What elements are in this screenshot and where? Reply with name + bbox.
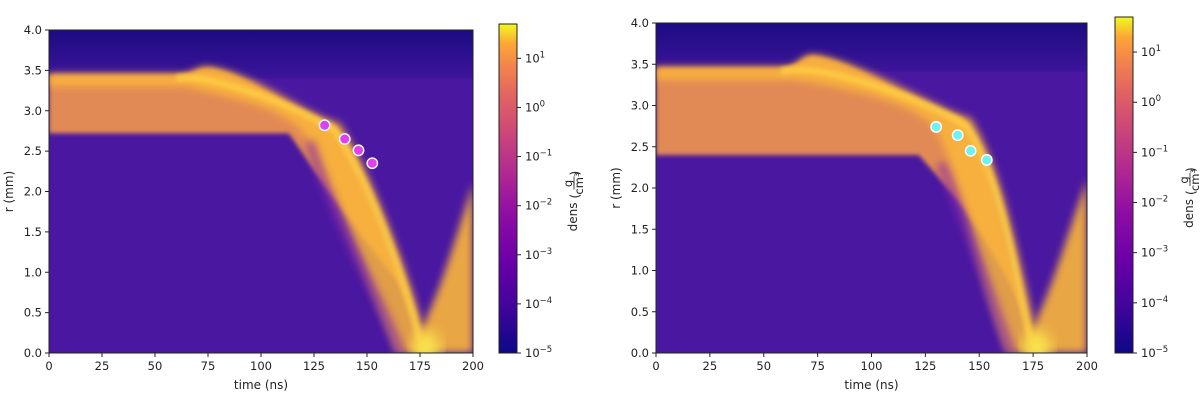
data-point — [951, 129, 964, 142]
x-tick-label: 125 — [303, 359, 325, 373]
x-tick-label: 25 — [95, 359, 110, 373]
y-tick-label: 2.5 — [631, 140, 649, 154]
colorbar-tick-label: 10−1 — [1141, 144, 1168, 159]
rebound-region — [411, 183, 473, 353]
shell-glow — [656, 54, 1042, 353]
colorbar-tick-label: 100 — [525, 99, 545, 114]
colorbar-tick-label: 10−2 — [525, 198, 552, 213]
colorbar-unit-den: cm³ — [1188, 169, 1200, 192]
data-point — [318, 119, 331, 132]
x-tick-label: 175 — [1022, 359, 1044, 373]
colorbar-tick-label: 100 — [1141, 94, 1161, 109]
x-tick-label: 125 — [914, 359, 936, 373]
inner-streak — [304, 139, 406, 353]
data-point — [352, 144, 365, 157]
x-tick-label: 100 — [250, 359, 272, 373]
colorbar-label-text: dens — [1182, 199, 1196, 228]
x-tick-label: 150 — [356, 359, 378, 373]
shell-glow — [49, 66, 431, 353]
y-tick-label: 4.0 — [631, 16, 649, 30]
plot-area — [49, 30, 473, 353]
y-tick-label: 2.0 — [631, 181, 649, 195]
rebound-region — [1022, 179, 1087, 353]
colorbar-unit-num: g — [561, 180, 575, 187]
y-tick-label: 3.5 — [631, 57, 649, 71]
y-tick-label: 1.5 — [631, 222, 649, 236]
data-point — [338, 133, 351, 145]
colorbar-label-text: dens — [566, 203, 580, 232]
data-point — [980, 154, 993, 166]
right-panel: 0 25 50 75 100 125 150 175 200 0.0 0.5 1.0 1.5 2.0 2.5… — [609, 16, 1200, 392]
colorbar — [1114, 16, 1134, 354]
y-tick-label: 0.0 — [24, 346, 42, 360]
y-axis-label: r (mm) — [609, 167, 623, 209]
colorbar-tick-label: 10−3 — [1141, 245, 1168, 260]
data-point — [366, 157, 379, 170]
x-axis-label: time (ns) — [844, 378, 898, 392]
x-tick-label: 50 — [756, 359, 771, 373]
x-tick-label: 150 — [968, 359, 990, 373]
y-tick-label: 1.0 — [631, 264, 649, 278]
y-axis-label: r (mm) — [2, 171, 16, 213]
x-tick-label: 100 — [861, 359, 883, 373]
colorbar-tick-label: 10−4 — [525, 296, 552, 311]
data-point — [964, 144, 977, 157]
colorbar-tick-label: 10−1 — [525, 149, 552, 164]
data-point — [930, 121, 943, 133]
y-tick-label: 4.0 — [24, 23, 42, 37]
colorbar-tick-label: 10−4 — [1141, 295, 1168, 310]
colorbar-tick-label: 10−5 — [525, 345, 552, 360]
colorbar-tick-label: 101 — [525, 50, 545, 65]
y-tick-label: 2.5 — [24, 144, 42, 158]
x-tick-label: 200 — [462, 359, 484, 373]
y-tick-label: 3.0 — [631, 99, 649, 113]
y-tick-label: 3.0 — [24, 104, 42, 118]
shell-trajectory — [175, 74, 424, 342]
colorbar-paren-close: ) — [1184, 167, 1198, 172]
colorbar-paren-open: ( — [568, 194, 582, 199]
x-tick-label: 175 — [409, 359, 431, 373]
left-panel: 0 25 50 75 100 125 150 175 200 0.0 0.5 1.0 1.5 2.0 2.5… — [2, 23, 586, 392]
y-tick-label: 0.0 — [631, 346, 649, 360]
colorbar-tick-label: 10−3 — [525, 247, 552, 262]
vacuum-region — [49, 30, 473, 79]
colorbar-tick-label: 10−2 — [1141, 195, 1168, 210]
y-tick-label: 1.5 — [24, 225, 42, 239]
y-tick-label: 3.5 — [24, 63, 42, 77]
y-tick-label: 2.0 — [24, 185, 42, 199]
stagnation-peak — [1023, 330, 1052, 353]
x-tick-label: 25 — [703, 359, 718, 373]
x-tick-label: 200 — [1076, 359, 1098, 373]
colorbar-unit-num: g — [1177, 176, 1191, 183]
x-axis-label: time (ns) — [234, 378, 288, 392]
colorbar — [498, 23, 518, 354]
x-tick-label: 0 — [652, 359, 659, 373]
x-tick-label: 75 — [810, 359, 825, 373]
vacuum-region — [656, 23, 1087, 72]
y-tick-label: 0.5 — [24, 306, 42, 320]
x-tick-label: 0 — [45, 359, 52, 373]
colorbar-paren-close: ) — [568, 171, 582, 176]
colorbar-tick-label: 10−5 — [1141, 345, 1168, 360]
x-tick-label: 75 — [201, 359, 216, 373]
x-tick-label: 50 — [148, 359, 163, 373]
colorbar-paren-open: ( — [1184, 190, 1198, 195]
colorbar-unit-den: cm³ — [572, 172, 586, 195]
inner-streak — [935, 161, 1017, 353]
plot-area — [656, 23, 1087, 353]
y-tick-label: 0.5 — [631, 305, 649, 319]
stagnation-peak — [412, 330, 441, 353]
colorbar-tick-label: 101 — [1141, 44, 1161, 59]
shell-trajectory — [779, 66, 1035, 342]
y-tick-label: 1.0 — [24, 265, 42, 279]
